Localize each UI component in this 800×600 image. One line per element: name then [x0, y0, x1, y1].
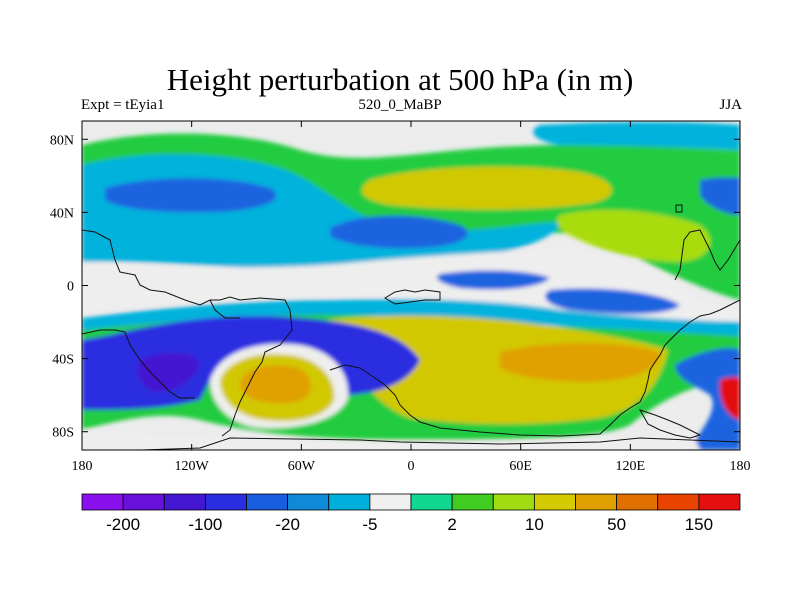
colorbar-swatch [616, 493, 659, 511]
colorbar-swatch [287, 493, 330, 511]
contour-tropical-east-blue [436, 270, 550, 290]
colorbar-swatch [369, 493, 412, 511]
colorbar-swatch [246, 493, 289, 511]
contour-south-orange-cell [240, 365, 311, 404]
colorbar-swatch [698, 493, 741, 511]
colorbar-swatch [657, 493, 700, 511]
colorbar-label: 150 [685, 515, 713, 534]
x-tick-label: 60W [288, 459, 316, 474]
coastline-europe-africa [209, 299, 631, 437]
colorbar-label: 2 [447, 515, 456, 534]
colorbar-label: -20 [275, 515, 300, 534]
coastline-americas [82, 229, 293, 437]
colorbar-swatch [575, 493, 618, 511]
x-tick-label: 180 [730, 459, 751, 474]
contour-north-pacific-blue [105, 178, 277, 213]
colorbar-label: -100 [188, 515, 222, 534]
y-tick-label: 40N [50, 206, 74, 221]
x-tick-label: 60E [509, 459, 532, 474]
season-label: JJA [719, 97, 742, 113]
colorbar-swatch [410, 493, 453, 511]
y-tick-label: 0 [67, 280, 74, 295]
contour-tropical-cyan [82, 299, 740, 340]
axis-ticks: 80N 40N 0 40S 80S 180 120W 60W 0 60E 120E 180 [50, 121, 751, 474]
contour-siberia-blue [700, 177, 740, 215]
coastline-australia [629, 299, 740, 409]
colorbar-swatch [451, 493, 494, 511]
colorbar-label: -200 [106, 515, 140, 534]
coastline-asia-east [674, 204, 740, 281]
colorbar-label: -5 [362, 515, 377, 534]
colorbar-swatch [204, 493, 247, 511]
contour-south-deep-blue [137, 352, 200, 392]
colorbar: -200 -100 -20 -5 2 10 50 150 [81, 493, 741, 534]
x-tick-label: 120E [616, 459, 646, 474]
colorbar-label: 10 [525, 515, 544, 534]
x-tick-label: 0 [408, 459, 415, 474]
coastline-islands [384, 289, 702, 439]
contour-north-eurasia-yellow [361, 166, 612, 210]
contour-north-atlantic-blue [330, 215, 468, 249]
colorbar-swatch [492, 493, 535, 511]
experiment-label: Expt = tEyia1 [81, 97, 165, 113]
x-tick-label: 120W [175, 459, 210, 474]
colorbar-swatch [81, 493, 124, 511]
contour-south-orange [500, 343, 660, 382]
contour-south-east-red [719, 377, 740, 420]
colorbar-swatch [533, 493, 576, 511]
contour-tropical-pacific-blue [545, 288, 680, 315]
y-tick-label: 40S [52, 353, 74, 368]
y-tick-label: 80S [52, 426, 74, 441]
colorbar-label: 50 [607, 515, 626, 534]
colorbar-swatch [328, 493, 371, 511]
coastlines [82, 204, 740, 450]
contour-south-yellow [315, 315, 668, 424]
contour-arctic-cyan [533, 122, 740, 150]
coastline-antarctica [126, 437, 740, 450]
contour-south-east-blue [675, 348, 740, 450]
contour-north-asia-lime [556, 209, 711, 262]
time-period-label: 520_0_MaBP [358, 97, 442, 113]
contour-antarctic-neutral [82, 428, 700, 450]
contour-field [82, 121, 740, 450]
colorbar-swatch [163, 493, 206, 511]
plot-title: Height perturbation at 500 hPa (in m) [166, 62, 634, 97]
y-tick-label: 80N [50, 133, 74, 148]
colorbar-swatch [122, 493, 165, 511]
x-tick-label: 180 [72, 459, 93, 474]
